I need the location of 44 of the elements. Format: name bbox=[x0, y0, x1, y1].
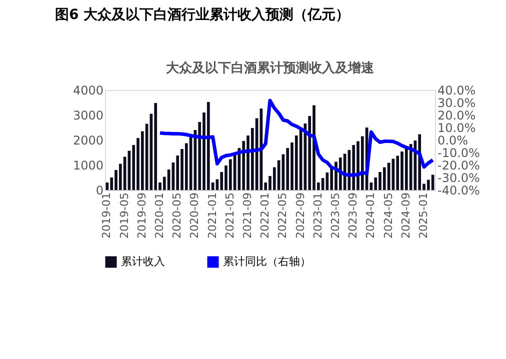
y-tick-label: 2000 bbox=[72, 134, 104, 148]
x-tick-label: 2022-09 bbox=[294, 192, 307, 238]
x-tick-label: 2023-01 bbox=[311, 192, 324, 238]
y-tick-label: 1000 bbox=[72, 158, 104, 172]
x-tick-label: 2020-09 bbox=[188, 192, 202, 238]
y-tick-label: 4000 bbox=[72, 84, 104, 98]
x-tick-label: 2025-01 bbox=[417, 192, 430, 238]
bar bbox=[206, 102, 210, 190]
y2-tick-label: -40.0% bbox=[438, 184, 480, 198]
y-tick-label: 3000 bbox=[72, 108, 104, 122]
x-tick-label: 2020-01 bbox=[153, 192, 166, 238]
y2-tick-label: 10.0% bbox=[438, 121, 476, 135]
y-tick-label: 0 bbox=[96, 184, 104, 198]
x-tick-label: 2023-05 bbox=[329, 192, 342, 238]
chart-title: 图6 大众及以下白酒行业累计收入预测（亿元） bbox=[55, 7, 350, 23]
x-tick-label: 2021-01 bbox=[206, 192, 219, 238]
bar bbox=[404, 148, 408, 190]
bar bbox=[228, 159, 232, 190]
x-tick-label: 2022-01 bbox=[258, 192, 272, 238]
bar bbox=[352, 145, 356, 190]
x-tick-label: 2019-05 bbox=[118, 192, 131, 238]
x-tick-label: 2022-05 bbox=[276, 192, 290, 238]
y2-tick-label: -30.0% bbox=[438, 171, 480, 185]
x-tick-label: 2024-01 bbox=[364, 192, 378, 238]
x-tick-label: 2024-05 bbox=[382, 192, 395, 238]
legend-label: 累计收入 bbox=[121, 255, 165, 268]
bar bbox=[396, 156, 400, 190]
y2-tick-label: -20.0% bbox=[438, 158, 480, 172]
bar bbox=[382, 167, 386, 190]
x-tick-label: 2021-05 bbox=[223, 192, 236, 238]
line-series bbox=[158, 98, 435, 177]
x-tick-label: 2024-09 bbox=[399, 192, 412, 238]
y2-tick-label: 30.0% bbox=[438, 96, 476, 110]
y2-tick-label: 20.0% bbox=[438, 108, 476, 122]
x-tick-label: 2019-09 bbox=[135, 192, 148, 238]
x-tick-label: 2023-09 bbox=[346, 192, 360, 238]
legend-label: 累计同比（右轴） bbox=[223, 255, 311, 268]
bar bbox=[154, 103, 158, 190]
x-tick-label: 2020-05 bbox=[170, 192, 184, 238]
y2-tick-label: 40.0% bbox=[438, 84, 476, 98]
x-tick-label: 2021-09 bbox=[241, 192, 254, 238]
chart-subtitle: 大众及以下白酒累计预测收入及增速 bbox=[166, 60, 375, 76]
y2-tick-label: 0.0% bbox=[438, 134, 468, 148]
y2-tick-label: -10.0% bbox=[438, 146, 480, 160]
